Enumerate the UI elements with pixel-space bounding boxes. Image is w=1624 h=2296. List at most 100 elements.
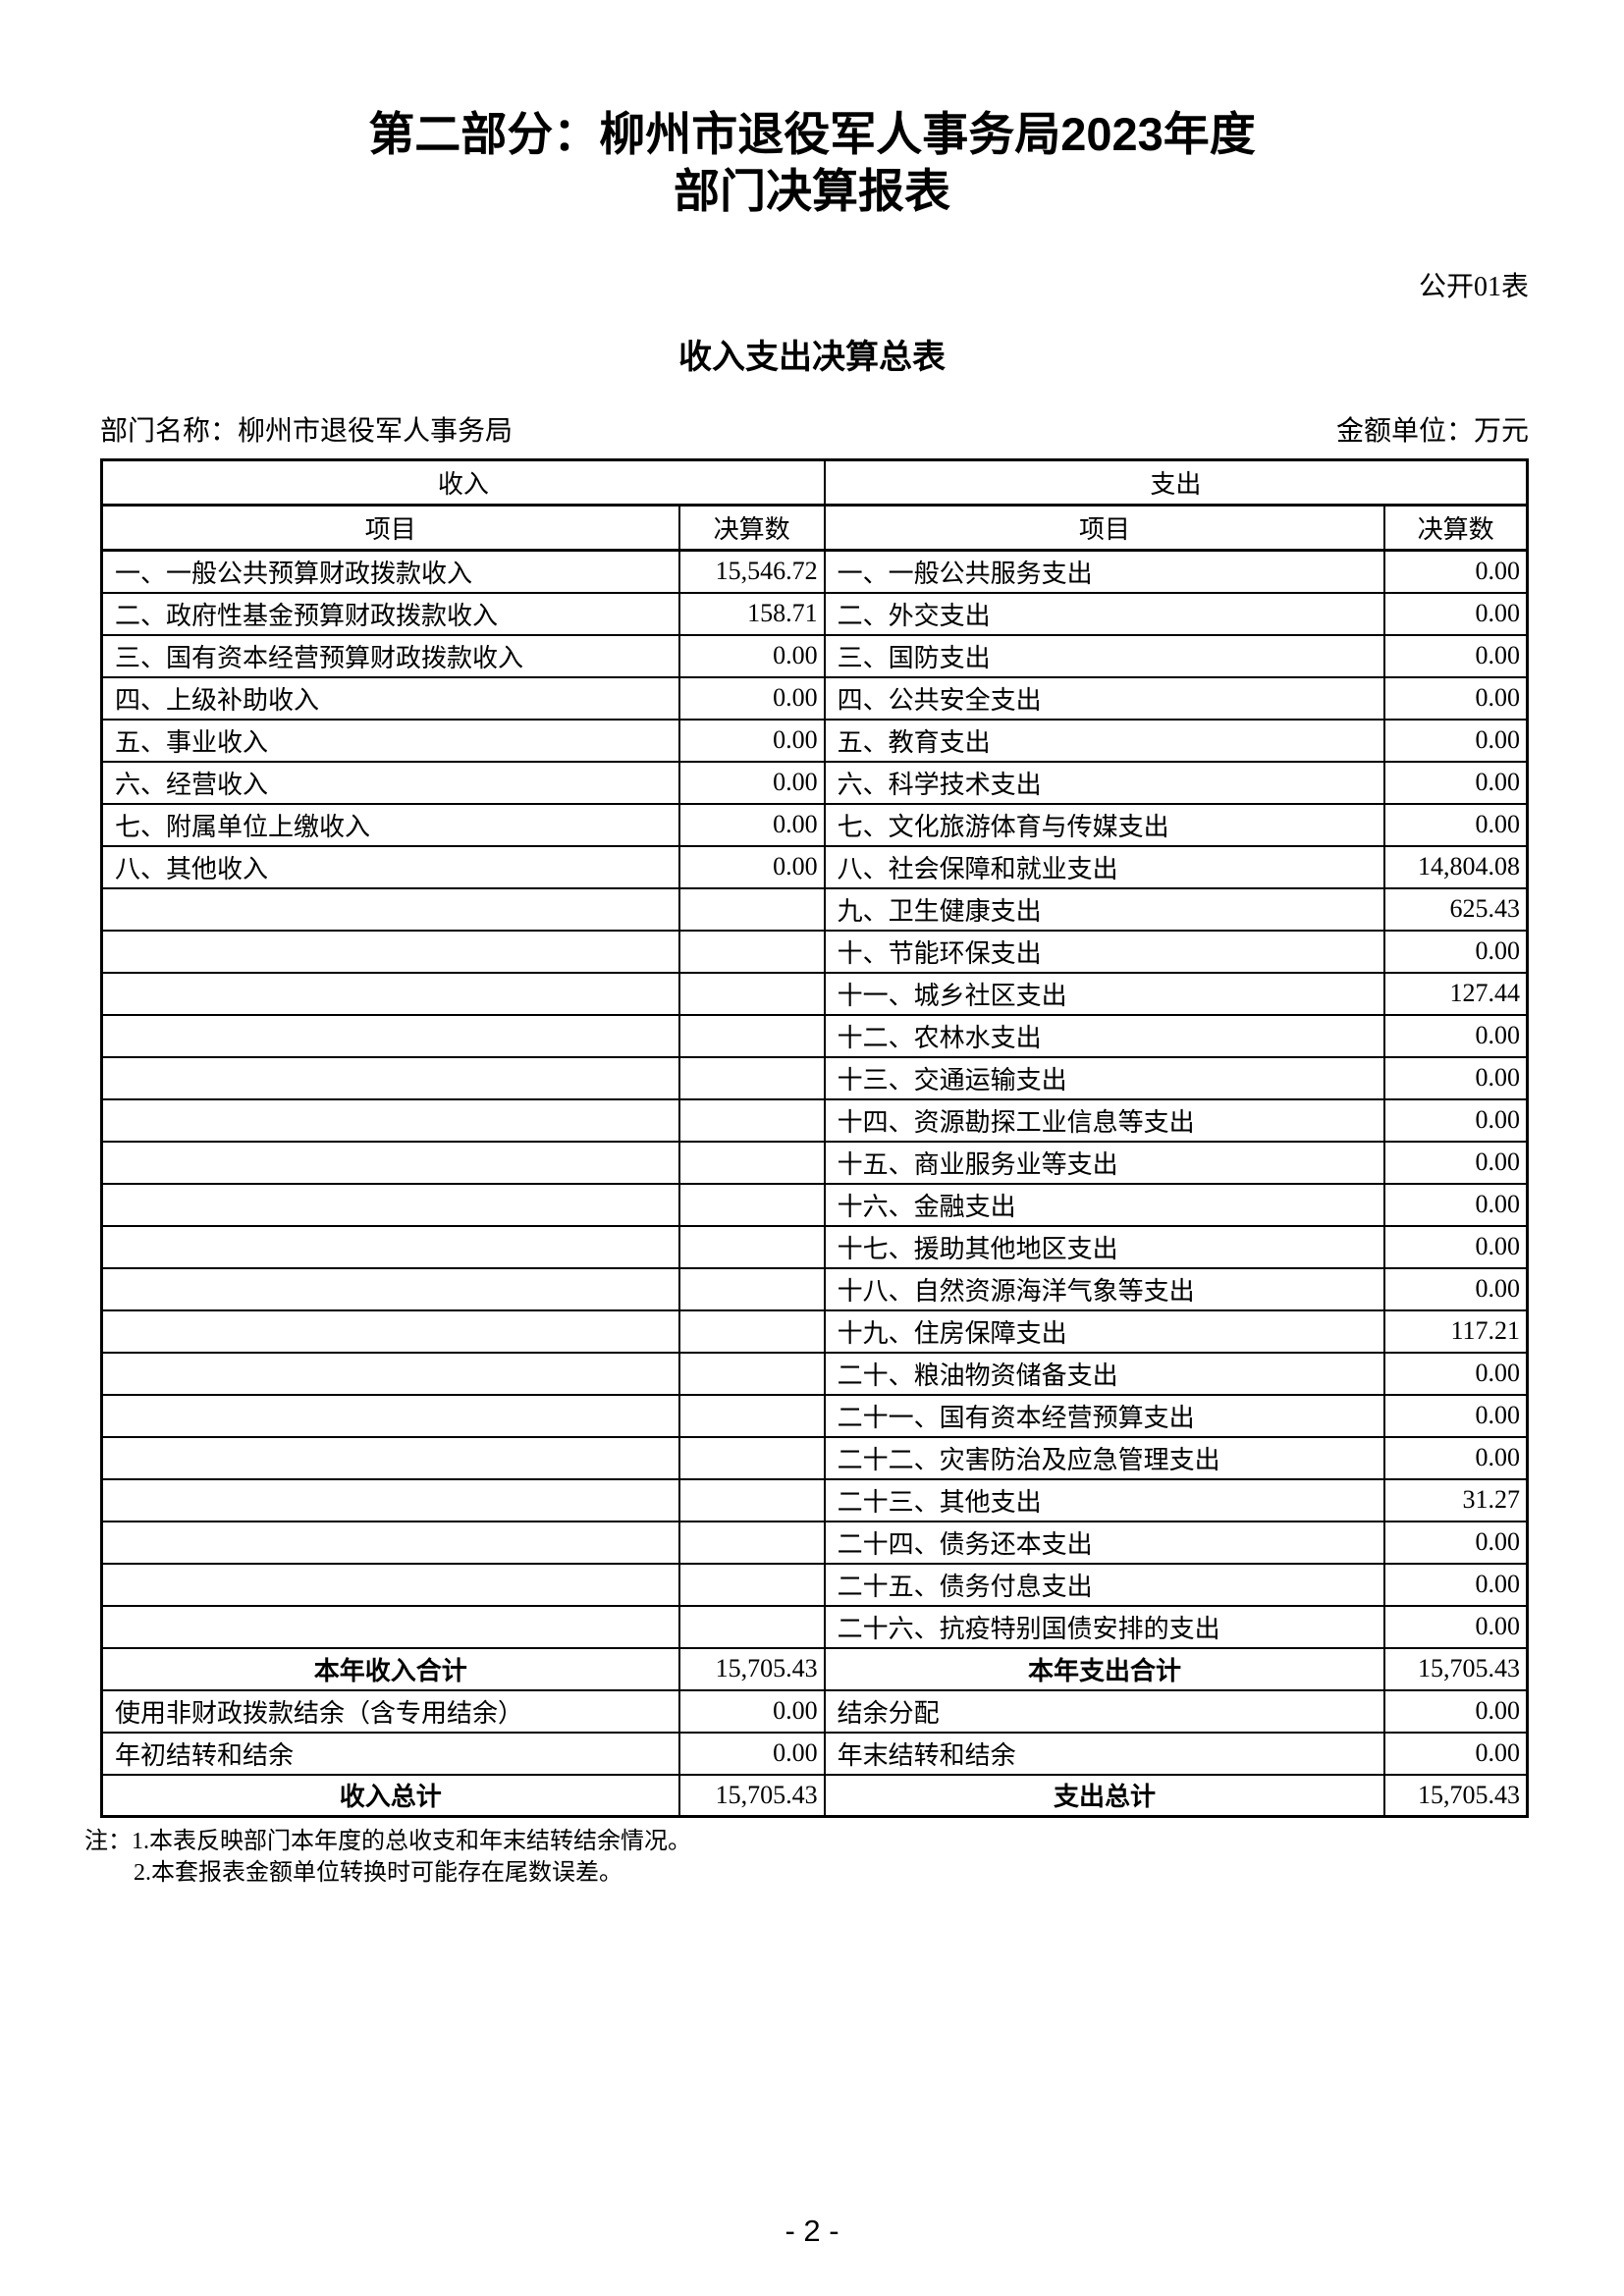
expense-amount-cell: 0.00 [1383, 929, 1529, 974]
income-amount-cell: 0.00 [677, 1731, 826, 1776]
table-row: 十九、住房保障支出 117.21 [100, 1308, 1529, 1354]
expense-item-cell: 支出总计 [823, 1773, 1386, 1818]
expense-amount-cell: 0.00 [1383, 549, 1529, 594]
expense-amount-cell: 0.00 [1383, 1562, 1529, 1607]
income-amount-cell [677, 1393, 826, 1438]
income-item-cell: 二、政府性基金预算财政拨款收入 [100, 591, 680, 636]
expense-item-cell: 二、外交支出 [823, 591, 1386, 636]
page-title-line2: 部门决算报表 [674, 165, 950, 217]
expense-item-cell: 二十二、灾害防治及应急管理支出 [823, 1435, 1386, 1480]
table-row: 二十一、国有资本经营预算支出 0.00 [100, 1393, 1529, 1438]
income-amount-cell [677, 1520, 826, 1565]
table-row: 六、经营收入 0.00 六、科学技术支出 0.00 [100, 760, 1529, 805]
expense-item-cell: 十四、资源勘探工业信息等支出 [823, 1097, 1386, 1143]
table-row: 五、事业收入 0.00 五、教育支出 0.00 [100, 718, 1529, 763]
income-amount-cell: 0.00 [677, 760, 826, 805]
expense-item-cell: 十三、交通运输支出 [823, 1055, 1386, 1100]
table-row: 十五、商业服务业等支出 0.00 [100, 1140, 1529, 1185]
income-item-cell [100, 1140, 680, 1185]
income-amount-cell [677, 1182, 826, 1227]
income-item-cell: 六、经营收入 [100, 760, 680, 805]
expense-amount-cell: 15,705.43 [1383, 1646, 1529, 1691]
footnote-line-1: 注：1.本表反映部门本年度的总收支和年末结转结余情况。 [84, 1829, 691, 1854]
expense-amount-cell: 0.00 [1383, 633, 1529, 678]
expense-item-cell: 二十四、债务还本支出 [823, 1520, 1386, 1565]
income-amount-cell: 15,546.72 [677, 549, 826, 594]
income-item-cell [100, 1182, 680, 1227]
expense-item-cell: 二十五、债务付息支出 [823, 1562, 1386, 1607]
expense-item-cell: 十、节能环保支出 [823, 929, 1386, 974]
table-row: 十四、资源勘探工业信息等支出 0.00 [100, 1097, 1529, 1143]
expense-item-cell: 十八、自然资源海洋气象等支出 [823, 1266, 1386, 1311]
expense-amount-cell: 15,705.43 [1383, 1773, 1529, 1818]
expense-item-cell: 三、国防支出 [823, 633, 1386, 678]
income-item-cell [100, 1266, 680, 1311]
expense-amount-cell: 0.00 [1383, 1393, 1529, 1438]
expense-amount-cell: 0.00 [1383, 1224, 1529, 1269]
expense-item-cell: 九、卫生健康支出 [823, 886, 1386, 932]
expense-amount-cell: 0.00 [1383, 1182, 1529, 1227]
table-row: 二十二、灾害防治及应急管理支出 0.00 [100, 1435, 1529, 1480]
expense-amount-cell: 0.00 [1383, 1688, 1529, 1734]
income-item-cell [100, 1055, 680, 1100]
income-amount-cell [677, 1055, 826, 1100]
table-row: 二十六、抗疫特别国债安排的支出 0.00 [100, 1604, 1529, 1649]
income-item-cell [100, 1520, 680, 1565]
income-amount-cell [677, 1351, 826, 1396]
income-amount-cell: 0.00 [677, 675, 826, 721]
expense-item-cell: 年末结转和结余 [823, 1731, 1386, 1776]
income-amount-cell: 0.00 [677, 633, 826, 678]
expense-item-cell: 十二、农林水支出 [823, 1013, 1386, 1058]
expense-amount-cell: 0.00 [1383, 1097, 1529, 1143]
income-amount-cell [677, 1013, 826, 1058]
income-item-cell [100, 1393, 680, 1438]
income-amount-cell [677, 1097, 826, 1143]
income-item-cell [100, 1562, 680, 1607]
expense-item-cell: 二十三、其他支出 [823, 1477, 1386, 1522]
table-meta-row: 部门名称：柳州市退役军人事务局 金额单位：万元 [100, 409, 1529, 449]
expense-item-cell: 七、文化旅游体育与传媒支出 [823, 802, 1386, 847]
income-item-cell [100, 1097, 680, 1143]
table-row: 二十、粮油物资储备支出 0.00 [100, 1351, 1529, 1396]
expense-amount-cell: 0.00 [1383, 1435, 1529, 1480]
table-row: 十七、援助其他地区支出 0.00 [100, 1224, 1529, 1269]
income-section-header: 收入 [100, 458, 826, 507]
page-number: - 2 - [785, 2214, 839, 2248]
income-amount-cell: 15,705.43 [677, 1773, 826, 1818]
table-row: 年初结转和结余 0.00 年末结转和结余 0.00 [100, 1731, 1529, 1776]
expense-amount-cell: 0.00 [1383, 1266, 1529, 1311]
income-amount-cell [677, 1140, 826, 1185]
income-amount-cell: 0.00 [677, 802, 826, 847]
income-item-cell [100, 1013, 680, 1058]
table-row: 使用非财政拨款结余（含专用结余） 0.00 结余分配 0.00 [100, 1688, 1529, 1734]
income-amount-cell [677, 1477, 826, 1522]
income-amount-cell: 0.00 [677, 718, 826, 763]
expense-section-header: 支出 [823, 458, 1529, 507]
income-item-header: 项目 [100, 504, 680, 552]
expense-item-cell: 八、社会保障和就业支出 [823, 844, 1386, 889]
expense-amount-cell: 0.00 [1383, 1140, 1529, 1185]
income-item-cell: 四、上级补助收入 [100, 675, 680, 721]
income-amount-cell [677, 1266, 826, 1311]
income-item-cell: 年初结转和结余 [100, 1731, 680, 1776]
income-amount-header: 决算数 [677, 504, 826, 552]
expense-item-cell: 二十、粮油物资储备支出 [823, 1351, 1386, 1396]
income-item-cell: 收入总计 [100, 1773, 680, 1818]
expense-item-header: 项目 [823, 504, 1386, 552]
expense-amount-cell: 0.00 [1383, 802, 1529, 847]
table-title: 收入支出决算总表 [678, 339, 946, 376]
expense-item-cell: 六、科学技术支出 [823, 760, 1386, 805]
income-amount-cell: 0.00 [677, 844, 826, 889]
expense-item-cell: 十一、城乡社区支出 [823, 971, 1386, 1016]
expense-item-cell: 二十六、抗疫特别国债安排的支出 [823, 1604, 1386, 1649]
section-header-row: 收入 支出 [100, 458, 1529, 507]
income-amount-cell: 15,705.43 [677, 1646, 826, 1691]
public-table-number: 公开01表 [1418, 272, 1529, 302]
income-amount-cell [677, 1308, 826, 1354]
table-row: 七、附属单位上缴收入 0.00 七、文化旅游体育与传媒支出 0.00 [100, 802, 1529, 847]
expense-amount-cell: 0.00 [1383, 591, 1529, 636]
income-item-cell [100, 1351, 680, 1396]
income-item-cell: 本年收入合计 [100, 1646, 680, 1691]
table-row: 十二、农林水支出 0.00 [100, 1013, 1529, 1058]
